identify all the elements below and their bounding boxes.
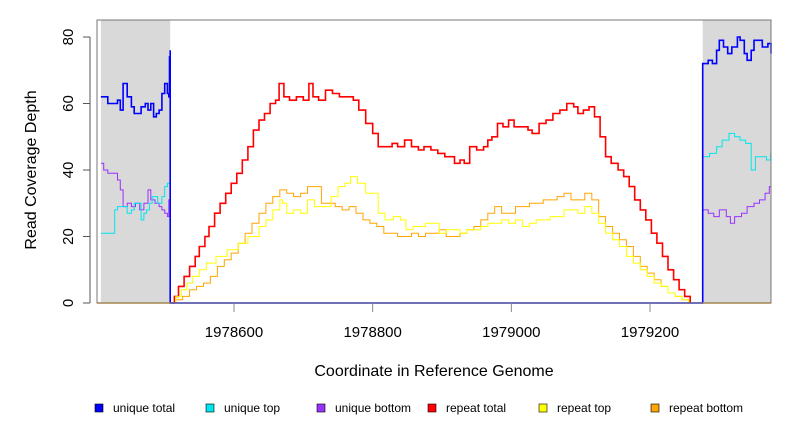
legend-label: repeat bottom — [669, 401, 743, 415]
y-tick-label: 60 — [60, 95, 77, 112]
series-repeat-bottom — [170, 186, 690, 304]
legend-label: repeat total — [446, 401, 506, 415]
x-tick-label: 1978600 — [205, 324, 263, 341]
legend-swatch — [650, 403, 660, 413]
legend-item-repeat-total: repeat total — [427, 401, 506, 415]
y-tick-label: 80 — [60, 29, 77, 46]
series-unique-top — [100, 132, 772, 304]
series-repeat-total — [170, 82, 691, 304]
x-axis-title: Coordinate in Reference Genome — [314, 363, 553, 380]
legend-label: unique total — [113, 401, 175, 415]
legend-item-unique-total: unique total — [94, 401, 175, 415]
legend: unique total unique top unique bottom repea… — [94, 401, 743, 415]
legend-item-unique-top: unique top — [205, 401, 280, 415]
shaded-region-left — [100, 20, 171, 303]
legend-item-repeat-bottom: repeat bottom — [650, 401, 743, 415]
series-repeat-top — [170, 176, 690, 304]
plot-frame — [96, 19, 772, 304]
legend-swatch — [427, 403, 437, 413]
legend-item-unique-bottom: unique bottom — [316, 401, 411, 415]
series-unique-total — [100, 36, 772, 304]
legend-label: repeat top — [557, 401, 611, 415]
shaded-region-right — [702, 20, 771, 303]
legend-swatch — [94, 403, 104, 413]
y-axis: 0 20 40 60 80 — [60, 29, 91, 307]
y-tick-label: 20 — [60, 228, 77, 245]
x-tick-label: 1979200 — [621, 324, 679, 341]
x-tick-label: 1978800 — [343, 324, 401, 341]
legend-label: unique bottom — [335, 401, 411, 415]
legend-swatch — [316, 403, 326, 413]
legend-item-repeat-top: repeat top — [538, 401, 611, 415]
legend-label: unique top — [224, 401, 280, 415]
legend-swatch — [205, 403, 215, 413]
x-axis: 1978600 1978800 1979000 1979200 — [205, 303, 679, 341]
y-axis-title: Read Coverage Depth — [23, 90, 40, 249]
legend-swatch — [538, 403, 548, 413]
y-tick-label: 40 — [60, 162, 77, 179]
x-tick-label: 1979000 — [482, 324, 540, 341]
y-tick-label: 0 — [60, 299, 77, 307]
